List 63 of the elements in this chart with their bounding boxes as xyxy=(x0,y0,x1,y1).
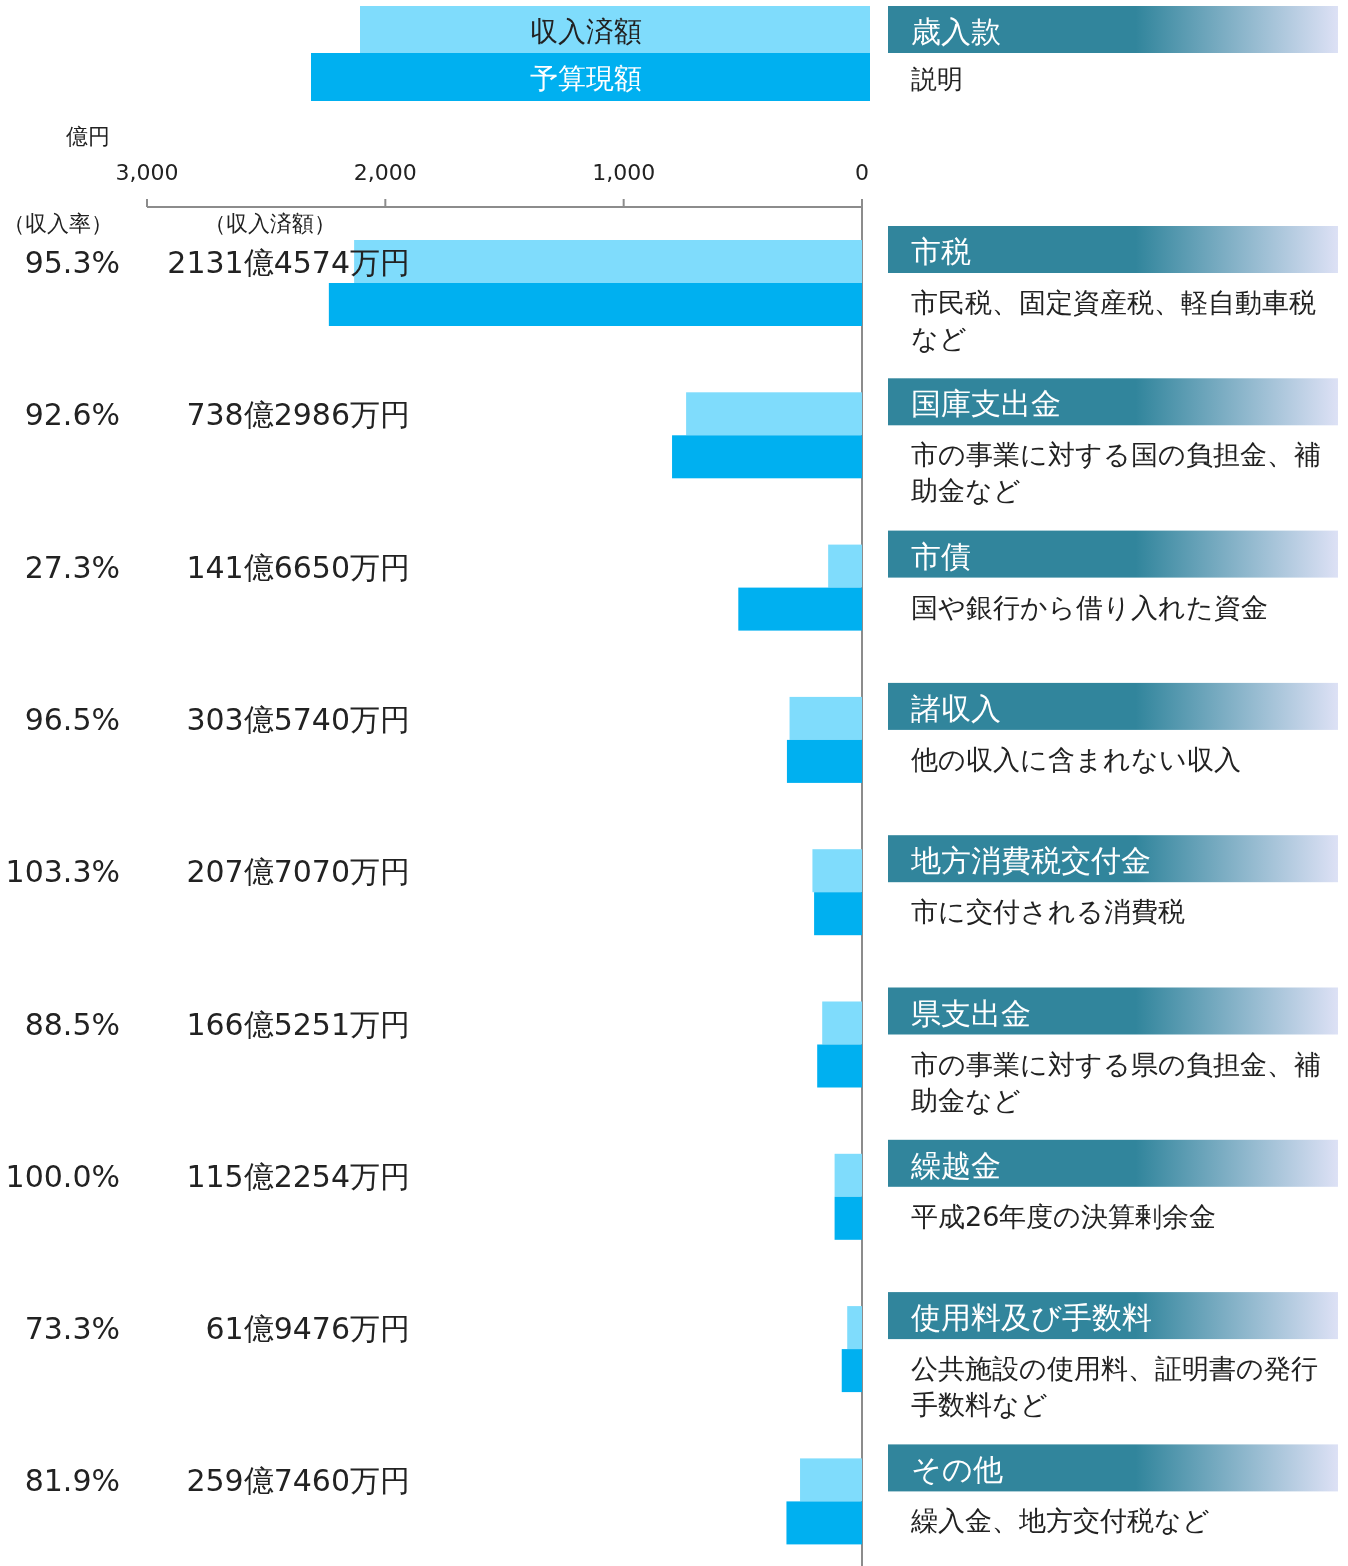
bar xyxy=(786,739,862,783)
text: 市に交付される消費税 xyxy=(911,896,1185,928)
text: 他の収入に含まれない収入 xyxy=(911,743,1241,775)
annotation: 166億5251万円 xyxy=(186,1006,410,1042)
text: 国や銀行から借り入れた資金 xyxy=(911,591,1268,623)
annotation: 115億2254万円 xyxy=(186,1158,410,1194)
x-tick-label: 2,000 xyxy=(353,160,417,185)
text: 95.3% xyxy=(24,245,120,280)
y-tick-label: 県支出金 xyxy=(911,995,1031,1031)
bar xyxy=(738,587,862,631)
text: 73.3% xyxy=(24,1311,120,1347)
x-tick-label: 3,000 xyxy=(115,160,179,185)
y-tick-label: その他 xyxy=(911,1452,1003,1488)
bar xyxy=(814,892,862,936)
text: 市の事業に対する国の負担金、補助金など xyxy=(911,439,1321,507)
text: 公共施設の使用料、証明書の発行手数料など xyxy=(911,1353,1318,1421)
text: 市民税、固定資産税、軽自動車税など xyxy=(911,287,1316,354)
bar xyxy=(786,1501,862,1545)
y-axis-title: 歳入款 xyxy=(911,14,1001,49)
text: 27.3% xyxy=(24,549,120,585)
bar xyxy=(686,392,862,436)
text: 平成26年度の決算剰余金 xyxy=(911,1200,1217,1232)
x-tick-label: 1,000 xyxy=(592,160,656,185)
annotation: 259億7460万円 xyxy=(186,1463,410,1499)
bar xyxy=(812,849,862,893)
text: （収入率） xyxy=(3,211,113,236)
bar xyxy=(822,1001,862,1045)
x-tick-label: 0 xyxy=(855,160,869,185)
y-tick-label: 諸収入 xyxy=(911,690,1001,726)
bar xyxy=(328,283,862,326)
text: 市の事業に対する県の負担金、補助金など xyxy=(911,1048,1321,1116)
y-tick-label: 使用料及び手数料 xyxy=(911,1300,1152,1336)
bar xyxy=(834,1153,862,1197)
text: 説明 xyxy=(911,64,963,94)
y-tick-label: 繰越金 xyxy=(910,1147,1001,1183)
bar xyxy=(847,1306,862,1350)
text: 88.5% xyxy=(24,1006,120,1042)
annotation: 207億7070万円 xyxy=(186,854,410,890)
bar xyxy=(828,544,862,588)
text: 収入済額 xyxy=(530,15,642,48)
bar xyxy=(834,1196,862,1240)
bar xyxy=(817,1044,862,1088)
annotation: （収入済額） xyxy=(204,211,336,236)
text: 繰入金、地方交付税など xyxy=(910,1505,1210,1537)
x-axis-title: 億円 xyxy=(66,124,110,149)
text: 103.3% xyxy=(5,854,120,890)
annotation: 738億2986万円 xyxy=(186,397,410,433)
bar xyxy=(800,1458,862,1502)
text: 予算現額 xyxy=(530,62,642,95)
y-tick-label: 地方消費税交付金 xyxy=(910,843,1151,879)
text: 100.0% xyxy=(5,1158,120,1194)
bar xyxy=(672,435,862,479)
annotation: 61億9476万円 xyxy=(205,1311,410,1347)
y-tick-label: 市税 xyxy=(911,234,971,269)
text: 81.9% xyxy=(24,1463,120,1499)
annotation: 303億5740万円 xyxy=(186,701,410,737)
y-tick-label: 国庫支出金 xyxy=(911,386,1061,422)
bar xyxy=(841,1349,862,1393)
text: 92.6% xyxy=(24,397,120,433)
text: 96.5% xyxy=(24,701,120,737)
annotation: 141億6650万円 xyxy=(186,549,410,585)
bar xyxy=(789,696,862,740)
y-tick-label: 市債 xyxy=(911,538,971,574)
